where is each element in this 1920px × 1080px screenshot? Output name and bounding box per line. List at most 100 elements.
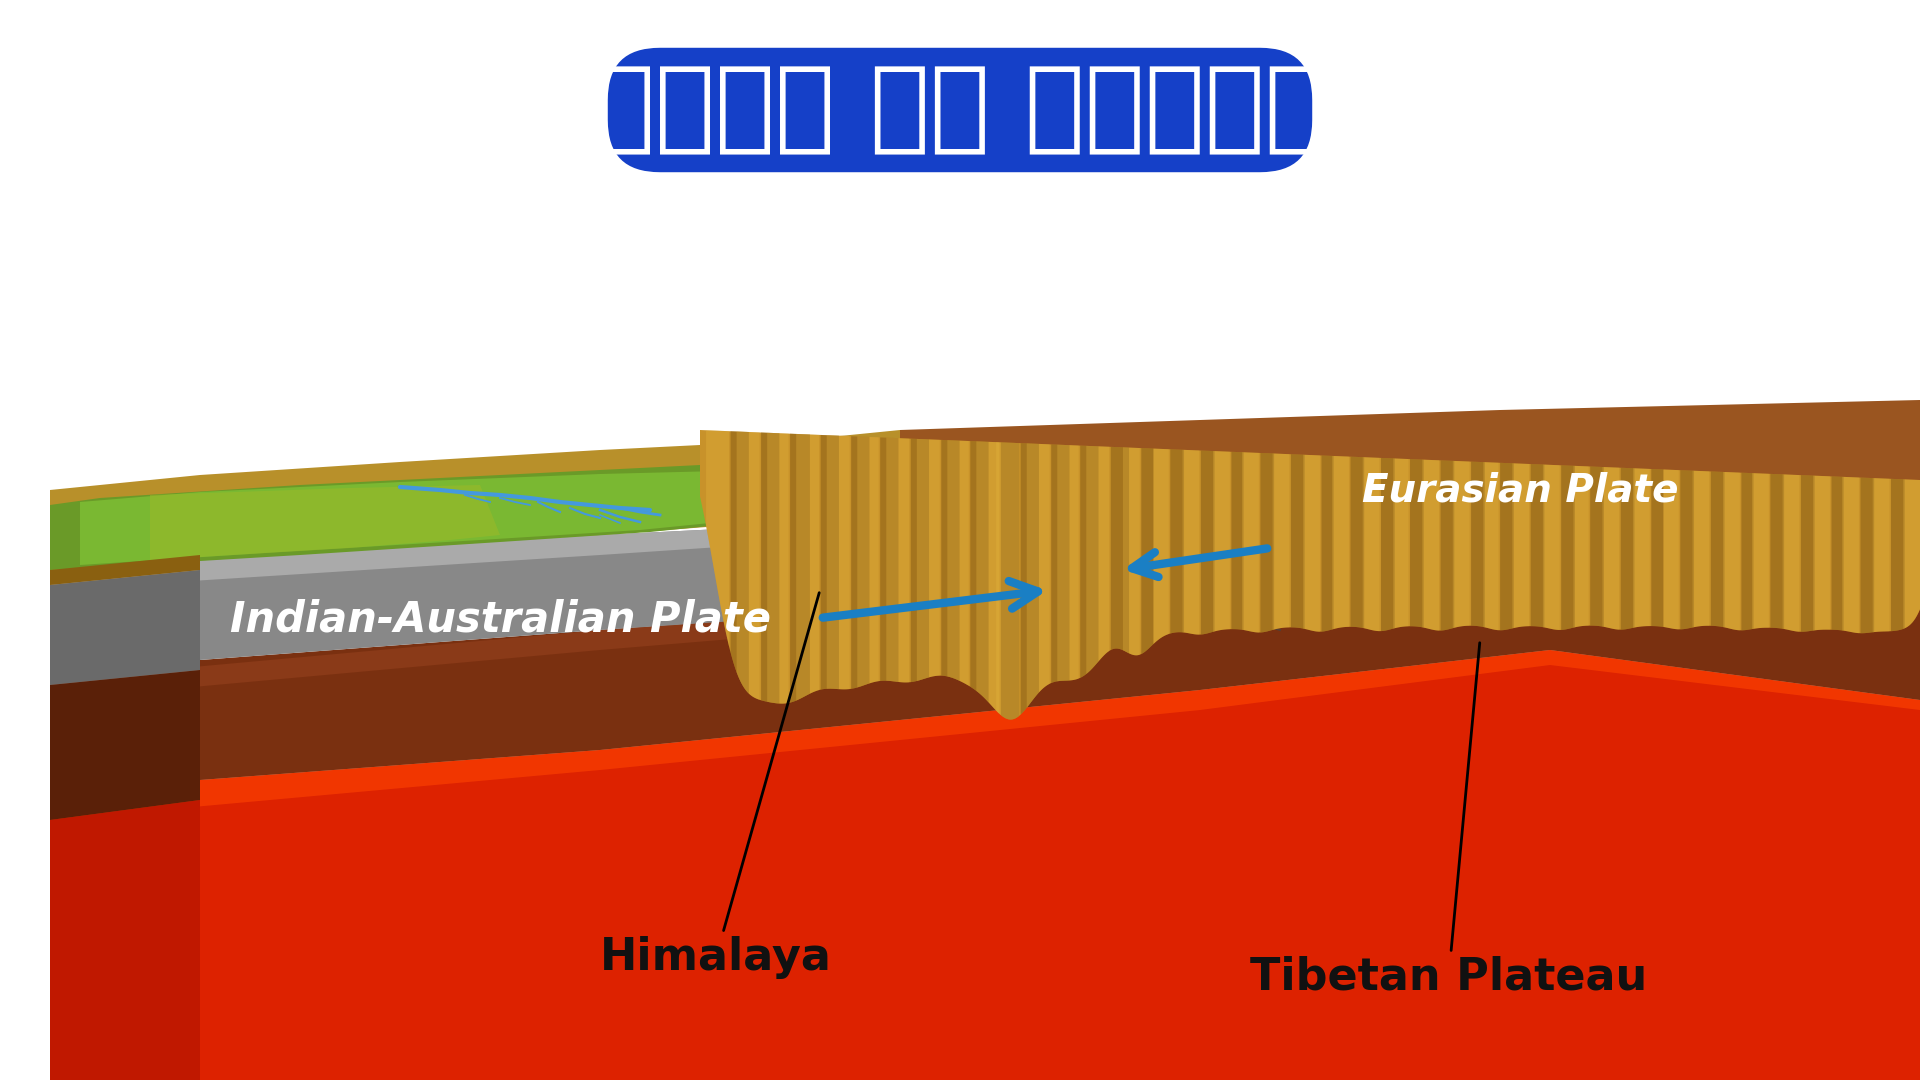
Polygon shape (1590, 467, 1603, 626)
Polygon shape (1140, 448, 1154, 654)
Polygon shape (737, 432, 760, 700)
Polygon shape (887, 437, 910, 683)
Polygon shape (730, 431, 749, 693)
Polygon shape (1891, 478, 1905, 631)
Polygon shape (791, 434, 810, 703)
Polygon shape (1260, 453, 1275, 633)
Polygon shape (50, 500, 1920, 680)
Polygon shape (1812, 475, 1830, 631)
Polygon shape (1123, 447, 1140, 656)
Polygon shape (50, 570, 1920, 800)
Polygon shape (1620, 468, 1634, 630)
Polygon shape (1872, 478, 1889, 632)
Polygon shape (50, 635, 1920, 820)
Polygon shape (50, 800, 200, 1080)
Polygon shape (1711, 472, 1724, 627)
Polygon shape (900, 485, 1920, 540)
Polygon shape (707, 430, 730, 646)
Polygon shape (947, 441, 970, 686)
Polygon shape (1841, 476, 1859, 633)
Polygon shape (1471, 461, 1484, 627)
Polygon shape (1242, 453, 1260, 633)
Polygon shape (1603, 467, 1619, 630)
Polygon shape (820, 435, 839, 690)
Polygon shape (1801, 475, 1814, 632)
Polygon shape (1513, 463, 1528, 629)
Polygon shape (1423, 460, 1438, 631)
Polygon shape (1394, 458, 1409, 629)
Polygon shape (1200, 450, 1215, 635)
Polygon shape (1154, 448, 1169, 644)
Polygon shape (1183, 449, 1200, 635)
Polygon shape (851, 436, 870, 689)
Polygon shape (1363, 457, 1379, 631)
Polygon shape (1087, 446, 1110, 674)
Polygon shape (1321, 456, 1334, 632)
Polygon shape (50, 430, 900, 575)
Polygon shape (1632, 469, 1649, 627)
Polygon shape (1380, 458, 1394, 631)
Text: Tibetan Plateau: Tibetan Plateau (1250, 643, 1647, 999)
Polygon shape (50, 460, 820, 570)
Polygon shape (1213, 451, 1231, 632)
Polygon shape (1409, 459, 1425, 627)
Polygon shape (941, 440, 960, 680)
Polygon shape (1770, 474, 1784, 629)
Polygon shape (1753, 473, 1768, 629)
Polygon shape (1860, 477, 1874, 633)
Polygon shape (1304, 455, 1319, 632)
Polygon shape (1440, 460, 1453, 631)
Polygon shape (1290, 455, 1306, 629)
Polygon shape (1058, 445, 1079, 681)
Text: Indian-Australian Plate: Indian-Australian Plate (230, 599, 770, 642)
Polygon shape (1572, 465, 1588, 627)
Polygon shape (1722, 472, 1740, 631)
Polygon shape (1453, 461, 1469, 629)
Polygon shape (1000, 443, 1020, 719)
FancyBboxPatch shape (605, 45, 1315, 175)
Polygon shape (1680, 470, 1693, 630)
Polygon shape (828, 435, 851, 689)
Polygon shape (797, 434, 820, 701)
Polygon shape (1832, 476, 1843, 631)
Polygon shape (1782, 474, 1799, 632)
Polygon shape (970, 441, 989, 702)
Polygon shape (1021, 443, 1039, 715)
Polygon shape (1050, 444, 1069, 683)
Polygon shape (910, 438, 929, 683)
Polygon shape (1500, 463, 1513, 631)
Polygon shape (1112, 447, 1129, 653)
Polygon shape (1903, 480, 1920, 629)
Polygon shape (1484, 462, 1500, 631)
Polygon shape (1350, 457, 1365, 629)
Polygon shape (918, 438, 939, 681)
Text: हिमालय का निर्माण: हिमालय का निर्माण (474, 62, 1446, 159)
Polygon shape (856, 436, 879, 688)
Polygon shape (50, 650, 1920, 1080)
Polygon shape (1273, 454, 1290, 630)
Polygon shape (50, 500, 1920, 590)
Polygon shape (50, 570, 1920, 700)
Polygon shape (50, 570, 200, 685)
Polygon shape (1231, 451, 1244, 630)
Polygon shape (1544, 464, 1559, 630)
Polygon shape (701, 430, 1920, 719)
Polygon shape (1663, 470, 1678, 630)
Polygon shape (1081, 446, 1098, 678)
Polygon shape (1332, 456, 1350, 630)
Polygon shape (768, 433, 789, 704)
Polygon shape (1741, 473, 1753, 631)
Polygon shape (1171, 449, 1185, 634)
Polygon shape (50, 555, 200, 585)
Polygon shape (150, 485, 499, 561)
Polygon shape (1693, 471, 1709, 627)
Polygon shape (1027, 444, 1050, 707)
Polygon shape (1530, 464, 1544, 627)
Polygon shape (760, 432, 780, 703)
Polygon shape (996, 442, 1020, 719)
Polygon shape (1561, 465, 1574, 630)
Text: Himalaya: Himalaya (599, 593, 831, 978)
Polygon shape (977, 442, 998, 714)
Polygon shape (879, 437, 899, 681)
Polygon shape (81, 470, 780, 565)
